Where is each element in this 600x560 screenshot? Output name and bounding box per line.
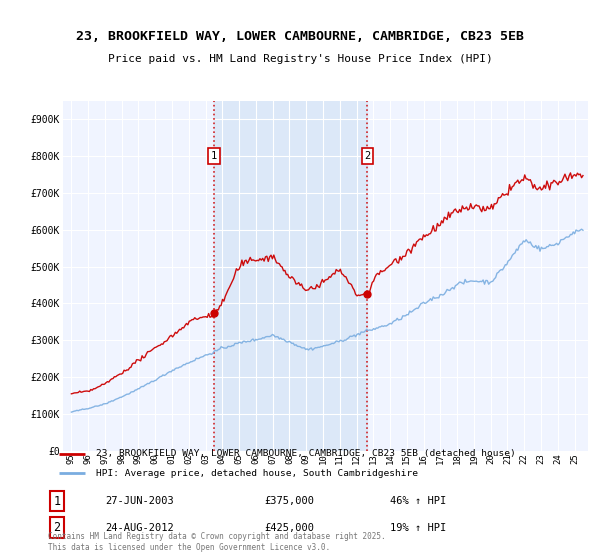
Text: 1: 1: [53, 494, 61, 508]
Text: £375,000: £375,000: [264, 496, 314, 506]
Text: Contains HM Land Registry data © Crown copyright and database right 2025.
This d: Contains HM Land Registry data © Crown c…: [48, 532, 386, 552]
Text: 2: 2: [53, 521, 61, 534]
Text: 23, BROOKFIELD WAY, LOWER CAMBOURNE, CAMBRIDGE, CB23 5EB: 23, BROOKFIELD WAY, LOWER CAMBOURNE, CAM…: [76, 30, 524, 43]
Text: 27-JUN-2003: 27-JUN-2003: [105, 496, 174, 506]
Text: 23, BROOKFIELD WAY, LOWER CAMBOURNE, CAMBRIDGE, CB23 5EB (detached house): 23, BROOKFIELD WAY, LOWER CAMBOURNE, CAM…: [95, 449, 515, 458]
Bar: [214, 101, 367, 451]
Text: 19% ↑ HPI: 19% ↑ HPI: [390, 522, 446, 533]
Text: 24-AUG-2012: 24-AUG-2012: [105, 522, 174, 533]
Text: HPI: Average price, detached house, South Cambridgeshire: HPI: Average price, detached house, Sout…: [95, 469, 418, 478]
Text: 46% ↑ HPI: 46% ↑ HPI: [390, 496, 446, 506]
Text: 2: 2: [364, 151, 371, 161]
Text: £425,000: £425,000: [264, 522, 314, 533]
Text: Price paid vs. HM Land Registry's House Price Index (HPI): Price paid vs. HM Land Registry's House …: [107, 54, 493, 64]
Text: 1: 1: [211, 151, 217, 161]
